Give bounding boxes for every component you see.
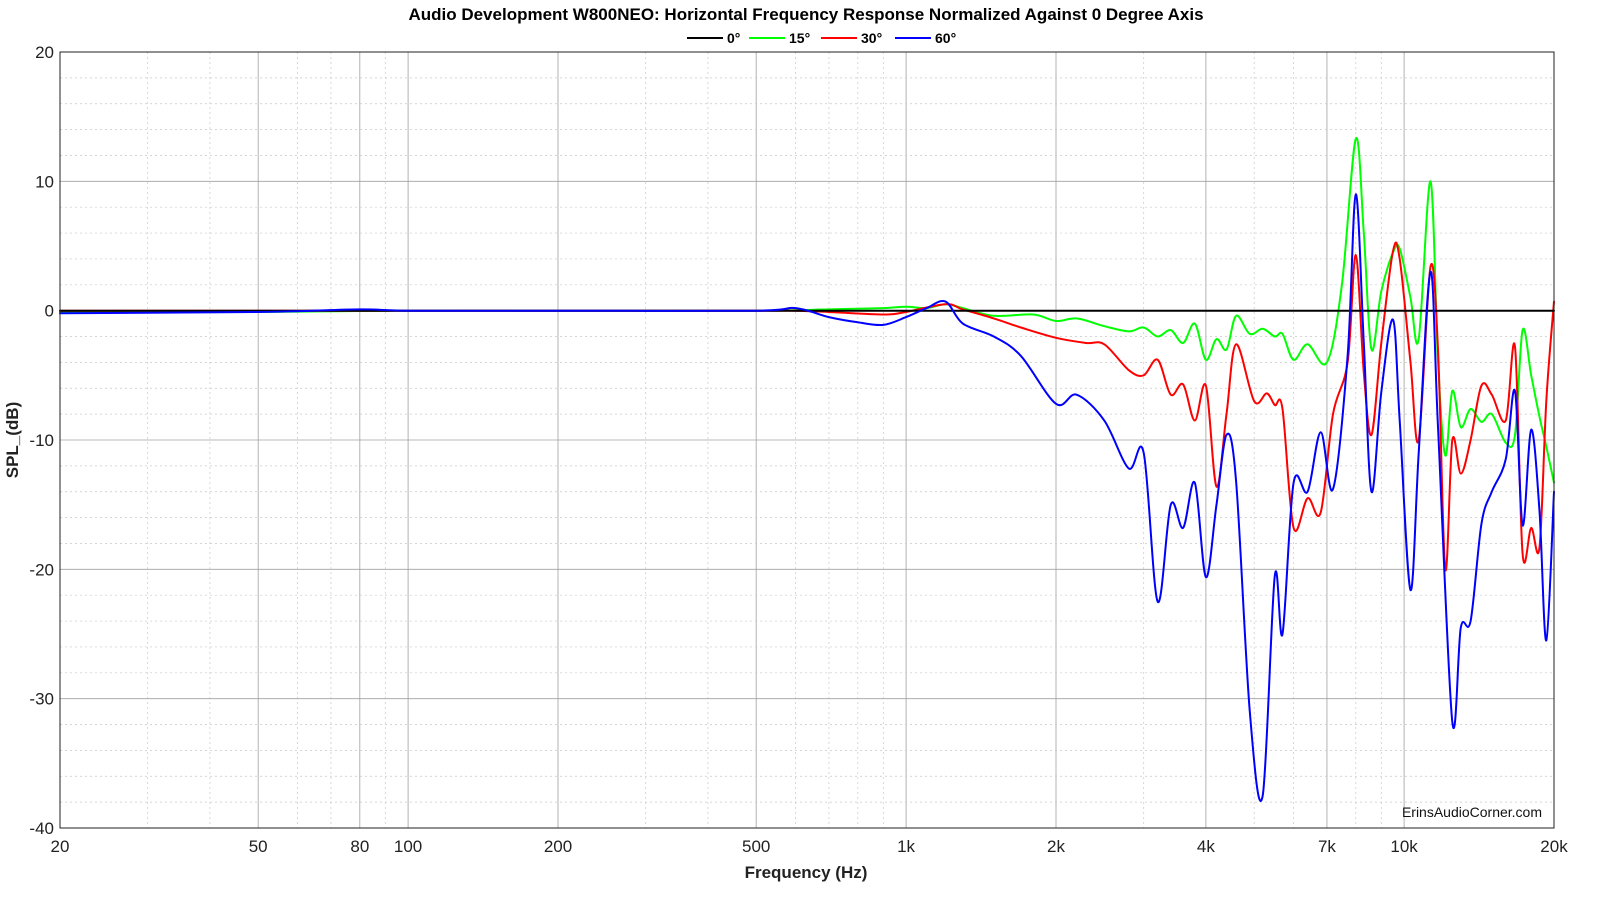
series-layer — [59, 137, 1555, 802]
chart-title: Audio Development W800NEO: Horizontal Fr… — [408, 5, 1203, 24]
x-tick-label: 100 — [394, 837, 422, 856]
legend-label: 60° — [935, 30, 956, 46]
y-tick-label: -40 — [29, 819, 54, 838]
y-tick-label: -30 — [29, 690, 54, 709]
legend: 0° 15° 30° 60° — [687, 30, 956, 46]
y-tick-label: -20 — [29, 560, 54, 579]
x-tick-labels: 20 50 80 100 200 500 1k 2k 4k 7k 10k 20k — [51, 837, 1569, 856]
x-tick-label: 1k — [897, 837, 915, 856]
x-tick-label: 20 — [51, 837, 70, 856]
y-axis-label: SPL_(dB) — [3, 402, 22, 479]
y-tick-label: 0 — [45, 302, 54, 321]
x-tick-label: 7k — [1318, 837, 1336, 856]
series-line-2 — [59, 241, 1555, 572]
legend-label: 15° — [789, 30, 810, 46]
y-tick-label: 20 — [35, 43, 54, 62]
x-tick-label: 80 — [350, 837, 369, 856]
y-tick-label: -10 — [29, 431, 54, 450]
series-line-3 — [59, 193, 1555, 802]
legend-label: 0° — [727, 30, 740, 46]
x-tick-label: 20k — [1540, 837, 1568, 856]
x-tick-label: 50 — [249, 837, 268, 856]
x-tick-label: 200 — [544, 837, 572, 856]
legend-label: 30° — [861, 30, 882, 46]
y-tick-labels: 20 10 0 -10 -20 -30 -40 — [29, 43, 54, 838]
x-tick-label: 10k — [1390, 837, 1418, 856]
x-tick-label: 2k — [1047, 837, 1065, 856]
watermark-text: ErinsAudioCorner.com — [1402, 804, 1542, 820]
x-axis-label: Frequency (Hz) — [745, 863, 868, 882]
x-tick-label: 4k — [1197, 837, 1215, 856]
x-tick-label: 500 — [742, 837, 770, 856]
plot-frame — [59, 51, 1555, 829]
y-tick-label: 10 — [35, 172, 54, 191]
